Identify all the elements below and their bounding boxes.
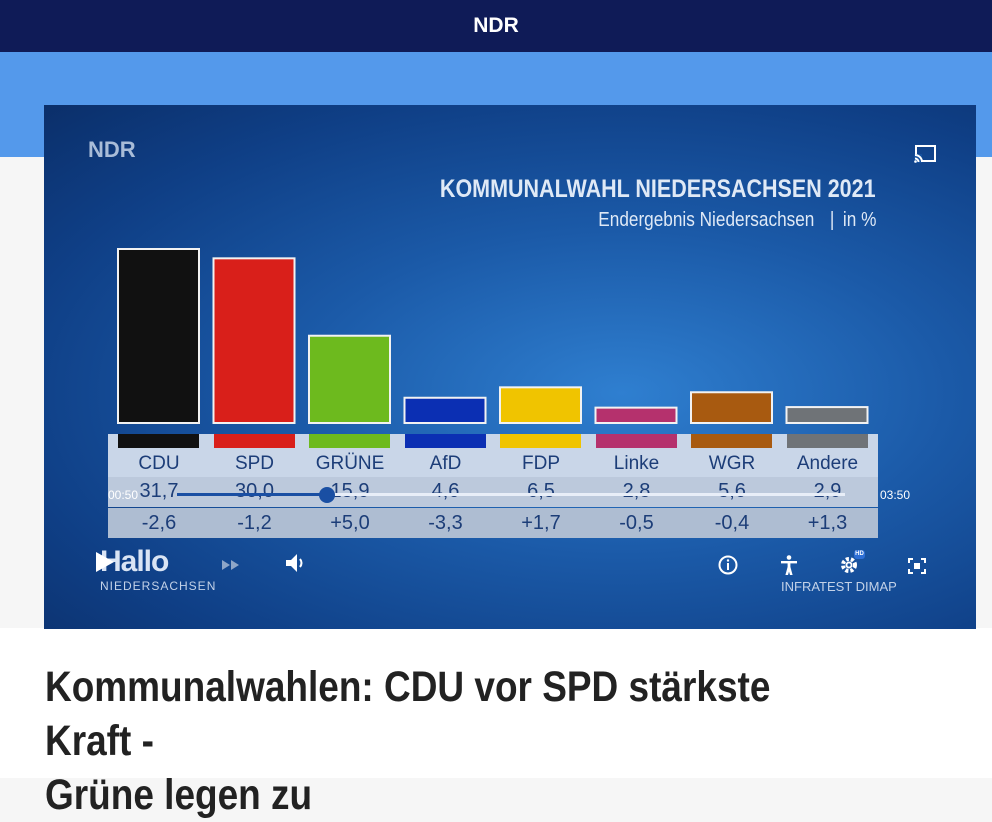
bar-wgr [690,391,773,425]
total-time: 03:50 [880,488,911,502]
party-value-afd: 4,6 [431,480,460,502]
play-icon[interactable] [95,551,115,573]
color-swatch-andere [786,434,868,448]
article-headline[interactable]: Kommunalwahlen: CDU vor SPD stärkste Kra… [45,660,853,822]
program-subtitle: NIEDERSACHSEN [100,579,217,593]
headline-line-2: Grüne legen zu [45,771,313,819]
results-table: CDU SPD GRÜNE AfD FDP Linke WGR Andere 31,7 30,0… [108,434,878,538]
bar-fdp [499,386,582,425]
chart-subtitle-separator: | [829,209,834,231]
party-name-linke: Linke [613,453,660,474]
top-navigation-bar: NDR [0,0,992,52]
accessibility-icon[interactable] [780,555,798,575]
party-name-fdp: FDP [522,453,560,474]
party-name-andere: Andere [796,453,859,474]
party-name-afd: AfD [429,453,462,474]
color-swatch-wgr [691,434,772,448]
progress-thumb[interactable] [319,487,335,503]
bar-linke [594,406,678,425]
color-swatch-cdu [118,434,199,448]
party-change-linke: -0,5 [619,512,654,534]
headline-line-1: Kommunalwahlen: CDU vor SPD stärkste Kra… [45,663,771,765]
party-name-spd: SPD [234,453,275,474]
party-change-spd: -1,2 [237,512,272,534]
skip-next-icon[interactable] [221,559,241,571]
progress-track[interactable] [177,493,845,496]
video-ndr-logo: NDR [88,137,136,162]
progress-fill [177,493,327,496]
video-player[interactable]: NDR KOMMUNALWAHL NIEDERSACHSEN 2021 Ende… [44,105,976,629]
party-value-linke: 2,8 [622,480,651,502]
chart-subtitle: Endergebnis Niedersachsen | in % [598,209,876,232]
content-area [0,628,992,778]
color-swatch-grüne [309,434,390,448]
bar-cdu [117,248,200,424]
party-name-wgr: WGR [708,453,756,474]
party-change-wgr: -0,4 [714,512,750,534]
volume-icon[interactable] [286,553,308,573]
bar-spd [212,257,296,424]
party-value-wgr: 5,6 [718,480,746,502]
settings-icon[interactable] [840,553,866,575]
party-change-andere: +1,3 [807,512,848,534]
party-names-row: CDU SPD GRÜNE AfD FDP Linke WGR Andere [108,434,878,477]
bar-chart [117,248,869,425]
party-value-grüne: 15,9 [330,480,370,502]
party-change-fdp: +1,7 [521,512,561,534]
cast-icon[interactable] [914,145,936,163]
party-change-cdu: -2,6 [141,512,177,534]
color-swatch-afd [404,434,486,448]
chart-unit: in % [842,209,876,231]
party-value-spd: 30,0 [235,480,274,502]
bar-grüne [308,334,391,424]
party-change-afd: -3,3 [428,512,463,534]
party-values-row: 31,7 30,0 15,9 4,6 6,5 2,8 5,6 2,9 [108,477,878,507]
info-icon[interactable] [718,555,738,575]
party-value-fdp: 6,5 [527,480,555,502]
bar-afd [403,396,487,425]
party-name-grüne: GRÜNE [315,453,385,474]
color-swatch-fdp [500,434,581,448]
party-change-grüne: +5,0 [330,512,370,534]
fullscreen-icon[interactable] [908,558,926,574]
party-value-cdu: 31,7 [139,480,179,502]
bar-andere [785,406,869,425]
chart-subtitle-text: Endergebnis Niedersachsen [597,209,814,231]
source-credit: INFRATEST DIMAP [781,579,897,594]
party-name-cdu: CDU [138,453,180,474]
chart-title: KOMMUNALWAHL NIEDERSACHSEN 2021 [440,175,876,203]
ndr-logo[interactable]: NDR [473,14,519,37]
party-changes-row: -2,6 -1,2 +5,0 -3,3 +1,7 -0,5 -0,4 +1,3 [108,508,878,538]
party-value-andere: 2,9 [813,480,842,502]
hd-badge: HD [854,550,865,559]
color-swatch-linke [595,434,677,448]
color-swatch-spd [213,434,295,448]
current-time: 00:50 [108,488,139,502]
